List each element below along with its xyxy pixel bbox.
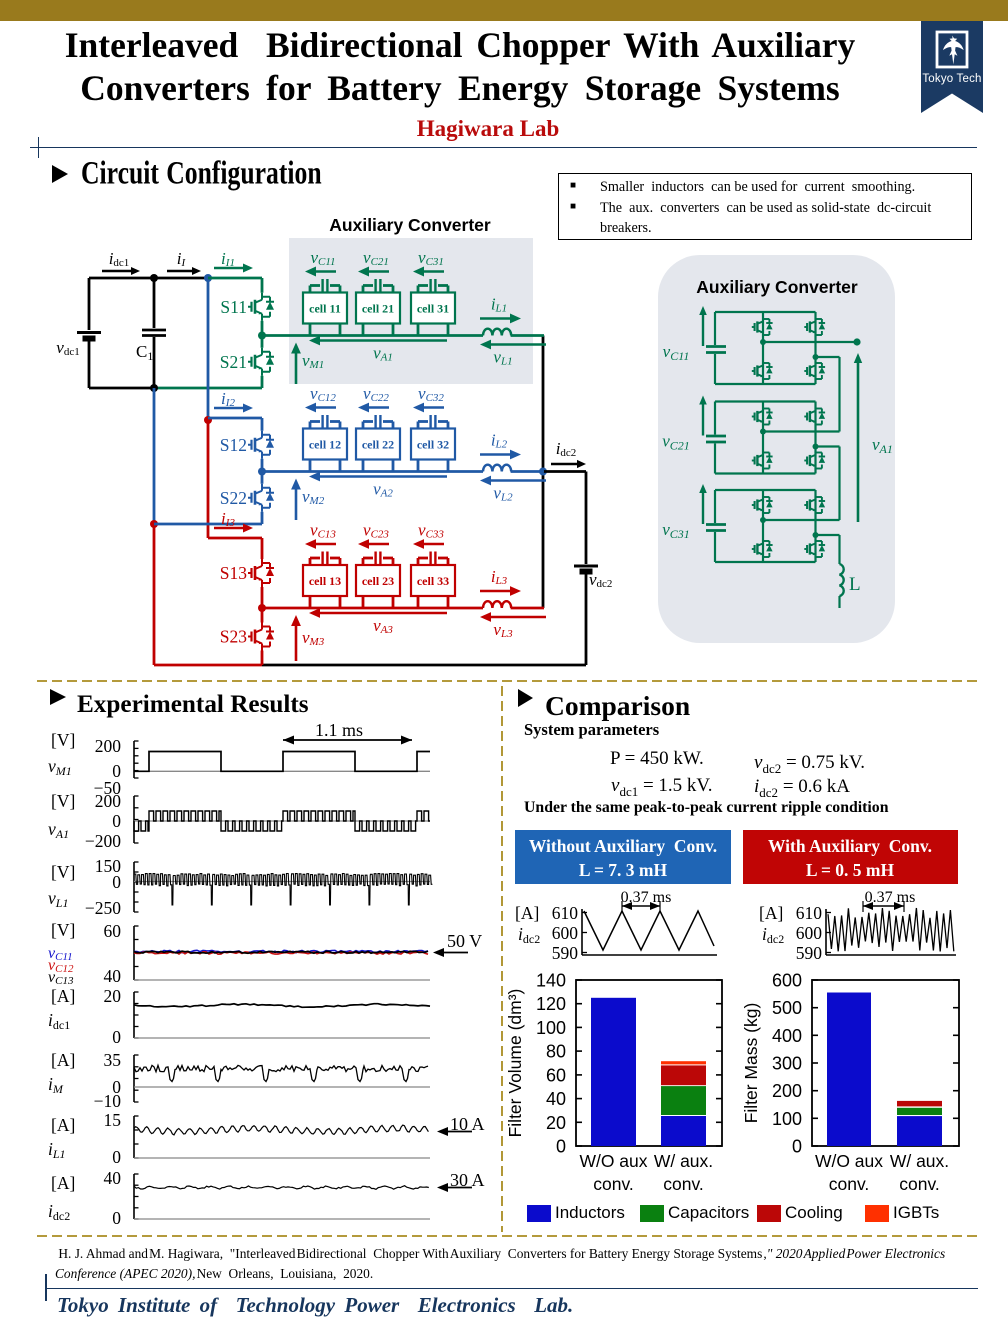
svg-text:20: 20 [546,1113,566,1133]
svg-text:0: 0 [112,761,121,781]
svg-text:S21: S21 [220,352,247,372]
svg-text:0: 0 [112,872,121,892]
svg-text:40: 40 [104,1168,122,1188]
svg-text:140: 140 [536,971,566,991]
svg-text:60: 60 [546,1065,566,1085]
svg-text:cell 11: cell 11 [309,302,341,316]
svg-text:conv.: conv. [829,1174,870,1194]
svg-text:cell 12: cell 12 [309,438,341,452]
svg-text:400: 400 [772,1026,802,1046]
svg-text:cell 33: cell 33 [417,574,449,588]
svg-text:0: 0 [112,1147,121,1167]
svg-text:0: 0 [792,1137,802,1157]
svg-text:[A]: [A] [51,986,75,1006]
svg-text:S12: S12 [220,435,247,455]
svg-text:conv.: conv. [593,1174,634,1194]
svg-text:50 V: 50 V [447,931,482,951]
svg-text:15: 15 [104,1110,122,1130]
svg-text:[A]: [A] [51,1115,75,1135]
svg-text:W/ aux.: W/ aux. [890,1151,949,1171]
svg-text:[V]: [V] [51,920,75,940]
svg-text:iI: iI [177,249,187,269]
svg-text:200: 200 [95,736,122,756]
svg-text:0: 0 [112,1208,121,1228]
svg-text:10 A: 10 A [450,1114,485,1134]
svg-text:Auxiliary Converter: Auxiliary Converter [329,215,491,235]
svg-text:L: L [849,574,861,595]
svg-text:35: 35 [104,1050,122,1070]
svg-text:S11: S11 [220,297,247,317]
svg-text:cell 23: cell 23 [362,574,394,588]
svg-text:cell 13: cell 13 [309,574,341,588]
svg-text:cell 31: cell 31 [417,302,449,316]
svg-text:iM: iM [48,1074,64,1096]
svg-text:1.1 ms: 1.1 ms [315,720,363,740]
svg-text:610: 610 [552,903,579,923]
svg-text:0: 0 [112,1027,121,1047]
svg-text:Filter Volume (dm³): Filter Volume (dm³) [505,989,525,1138]
svg-text:idc2: idc2 [762,924,784,946]
svg-text:W/O aux: W/O aux [579,1151,647,1171]
svg-text:−50: −50 [94,778,122,798]
svg-text:conv.: conv. [899,1174,940,1194]
svg-text:−250: −250 [85,898,121,918]
svg-text:vA1: vA1 [48,819,69,841]
svg-text:100: 100 [772,1109,802,1129]
svg-text:Tokyo Tech: Tokyo Tech [922,73,981,85]
svg-text:590: 590 [796,943,823,963]
svg-text:120: 120 [536,994,566,1014]
svg-text:0.37 ms: 0.37 ms [865,889,916,906]
svg-text:idc2: idc2 [518,924,540,946]
svg-text:S13: S13 [220,563,247,583]
svg-text:20: 20 [104,986,122,1006]
svg-text:100: 100 [536,1018,566,1038]
svg-text:vL1: vL1 [48,888,68,910]
svg-text:0.37 ms: 0.37 ms [621,889,672,906]
svg-text:40: 40 [104,966,122,986]
svg-text:cell 22: cell 22 [362,438,394,452]
svg-text:150: 150 [95,856,122,876]
svg-text:0: 0 [112,1077,121,1097]
svg-text:[A]: [A] [51,1173,75,1193]
svg-text:cell 32: cell 32 [417,438,449,452]
svg-text:−10: −10 [94,1091,122,1111]
svg-text:[A]: [A] [51,1050,75,1070]
svg-text:W/ aux.: W/ aux. [654,1151,713,1171]
svg-text:200: 200 [772,1081,802,1101]
svg-text:vM1: vM1 [48,756,72,778]
svg-text:idc2: idc2 [48,1201,70,1223]
svg-text:Auxiliary Converter: Auxiliary Converter [696,277,858,297]
svg-text:[V]: [V] [51,730,75,750]
svg-text:0: 0 [556,1137,566,1157]
svg-text:610: 610 [796,903,823,923]
svg-text:200: 200 [95,791,122,811]
svg-text:300: 300 [772,1054,802,1074]
svg-text:S23: S23 [220,627,247,647]
svg-text:500: 500 [772,998,802,1018]
svg-text:W/O aux: W/O aux [815,1151,883,1171]
svg-text:cell 21: cell 21 [362,302,394,316]
svg-text:40: 40 [546,1089,566,1109]
svg-text:iL1: iL1 [48,1139,66,1161]
svg-text:conv.: conv. [663,1174,704,1194]
svg-text:600: 600 [796,923,823,943]
svg-text:[A]: [A] [515,903,539,923]
svg-text:30 A: 30 A [450,1170,485,1190]
svg-text:[V]: [V] [51,791,75,811]
svg-text:[A]: [A] [759,903,783,923]
svg-text:80: 80 [546,1042,566,1062]
svg-text:idc1: idc1 [48,1010,70,1032]
svg-text:−200: −200 [85,831,121,851]
svg-text:Filter Mass (kg): Filter Mass (kg) [741,1003,761,1124]
svg-text:S22: S22 [220,488,247,508]
svg-text:60: 60 [104,921,122,941]
svg-text:0: 0 [112,811,121,831]
svg-text:[V]: [V] [51,862,75,882]
svg-text:600: 600 [772,971,802,991]
svg-text:590: 590 [552,943,579,963]
svg-text:iL3: iL3 [491,567,508,587]
svg-text:600: 600 [552,923,579,943]
